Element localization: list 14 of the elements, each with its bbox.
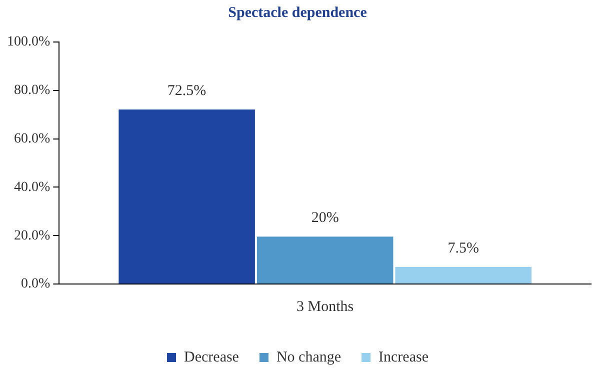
data-label: 7.5% [448, 240, 479, 256]
chart-title: Spectacle dependence [228, 4, 368, 21]
legend-label: No change [276, 349, 342, 366]
y-tick-label: 100.0% [6, 34, 50, 50]
legend-label: Increase [378, 349, 429, 366]
data-label: 72.5% [167, 82, 206, 99]
y-tick-label: 0.0% [20, 276, 50, 292]
legend-label: Decrease [184, 349, 240, 366]
x-tick-label: 3 Months [296, 298, 354, 315]
y-tick-label: 80.0% [14, 83, 50, 98]
data-label: 20% [311, 210, 339, 226]
y-tick-label: 60.0% [14, 131, 50, 146]
y-tick-label: 40.0% [14, 180, 50, 195]
y-tick-label: 20.0% [14, 228, 50, 244]
